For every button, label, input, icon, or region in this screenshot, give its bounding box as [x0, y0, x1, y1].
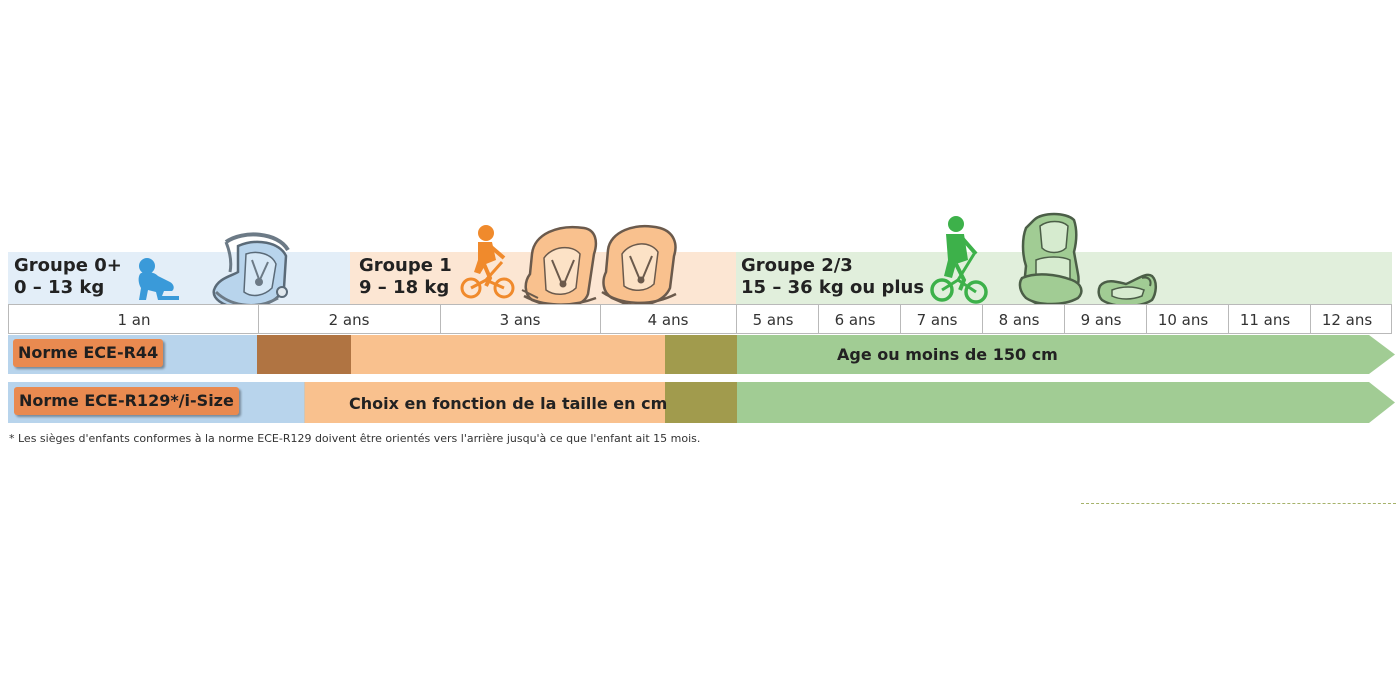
child-on-bike-icon [460, 225, 515, 299]
r44-norm-badge: Norme ECE-R44 [13, 339, 164, 367]
booster-cushion-icon [1097, 273, 1157, 308]
r44-segment-group23-arrow [737, 335, 1395, 374]
group23-title: Groupe 2/3 15 – 36 kg ou plus [741, 255, 924, 299]
age-label-11: 11 ans [1239, 311, 1291, 329]
r44-row-text: Age ou moins de 150 cm [837, 345, 1058, 364]
dotted-divider [1081, 503, 1396, 504]
age-label-8: 8 ans [998, 311, 1040, 329]
group0-name: Groupe 0+ [14, 255, 122, 276]
age-tick [258, 305, 259, 333]
crawling-baby-icon [138, 258, 179, 300]
age-label-5: 5 ans [752, 311, 794, 329]
age-tick [1064, 305, 1065, 333]
group1-name: Groupe 1 [359, 255, 452, 276]
group0-band [8, 252, 350, 304]
group23-weight: 15 – 36 kg ou plus [741, 277, 925, 298]
age-tick [818, 305, 819, 333]
group1-title: Groupe 1 9 – 18 kg [359, 255, 452, 299]
age-label-1: 1 an [117, 311, 151, 329]
footnote: * Les sièges d'enfants conformes à la no… [9, 432, 701, 445]
age-tick [440, 305, 441, 333]
group1-weight: 9 – 18 kg [359, 277, 450, 298]
age-label-3: 3 ans [499, 311, 541, 329]
age-label-6: 6 ans [834, 311, 876, 329]
age-ruler: 1 an 2 ans 3 ans 4 ans 5 ans 6 ans 7 ans… [8, 304, 1392, 334]
r129-segment-overlap-1-23 [665, 382, 737, 423]
r129-segment-group1 [304, 382, 665, 423]
group1-car-seat-icon-2 [601, 225, 677, 307]
group0-weight: 0 – 13 kg [14, 277, 105, 298]
age-tick [982, 305, 983, 333]
age-label-7: 7 ans [916, 311, 958, 329]
age-label-10: 10 ans [1157, 311, 1209, 329]
r44-segment-overlap-1-23 [665, 335, 737, 374]
age-label-9: 9 ans [1080, 311, 1122, 329]
child-on-balance-bike-icon [930, 216, 988, 304]
age-tick [1228, 305, 1229, 333]
group23-name: Groupe 2/3 [741, 255, 853, 276]
r129-row-text: Choix en fonction de la taille en cm [349, 394, 668, 413]
age-tick [600, 305, 601, 333]
age-tick [900, 305, 901, 333]
r129-segment-group23-arrow [737, 382, 1395, 423]
group0-title: Groupe 0+ 0 – 13 kg [14, 255, 122, 299]
age-label-12: 12 ans [1321, 311, 1373, 329]
age-label-4: 4 ans [647, 311, 689, 329]
r44-segment-overlap-0-1 [257, 335, 351, 374]
age-tick [1146, 305, 1147, 333]
r129-norm-badge: Norme ECE-R129*/i-Size [14, 387, 239, 415]
age-tick [736, 305, 737, 333]
infant-carrier-seat-icon [212, 232, 290, 310]
age-label-2: 2 ans [328, 311, 370, 329]
r44-segment-group1 [351, 335, 665, 374]
age-tick [1310, 305, 1311, 333]
group23-high-back-booster-icon [1018, 212, 1083, 306]
